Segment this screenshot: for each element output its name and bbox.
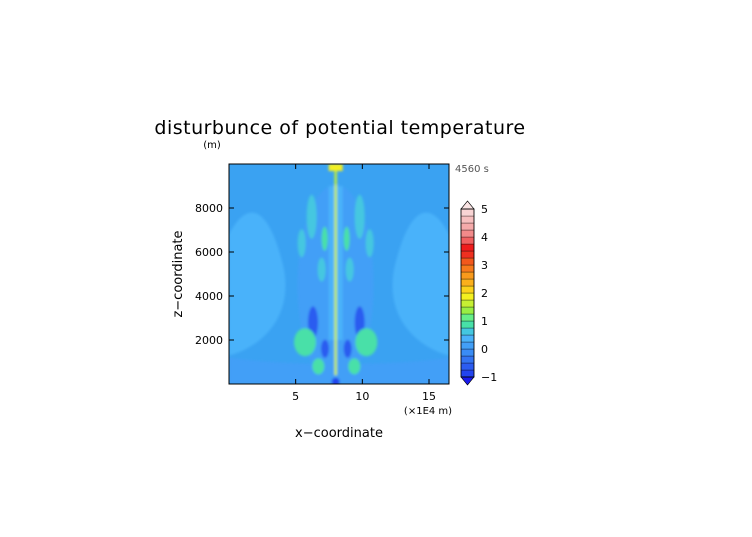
plot-frame: [228, 163, 450, 385]
field-warm-blob-right: [355, 328, 378, 357]
colorbar-tick-label: 2: [481, 287, 488, 300]
field-warm-blob-left: [294, 328, 316, 357]
colorbar-swatch: [460, 264, 475, 273]
colorbar: −1 0 1 2 3 4 5: [460, 200, 497, 386]
y-tick-label: 8000: [195, 202, 223, 215]
x-axis-label: x−coordinate: [295, 426, 383, 441]
plot-area: [229, 164, 449, 384]
colorbar-swatch: [460, 215, 475, 224]
colorbar-swatch: [460, 320, 475, 329]
x-tick-label: 10: [355, 390, 369, 403]
chart-title: disturbunce of potential temperature: [154, 117, 525, 139]
field-warm-streak-right: [343, 226, 350, 251]
colorbar-swatch: [460, 369, 475, 378]
field-envelope-left: [229, 212, 286, 356]
colorbar-tick-label: 4: [481, 231, 488, 244]
colorbar-swatch: [460, 299, 475, 308]
colorbar-tick-label: 0: [481, 343, 488, 356]
field-plume-top: [328, 164, 343, 171]
x-ticks: 5 10 15: [292, 164, 436, 403]
field-envelope-right: [392, 212, 449, 356]
colorbar-swatch: [460, 362, 475, 371]
colorbar-swatch: [460, 334, 475, 343]
colorbar-swatch: [460, 229, 475, 238]
colorbar-swatch: [460, 257, 475, 266]
field-lobe: [345, 257, 354, 282]
colorbar-tick-label: 1: [481, 315, 488, 328]
y-axis-label: z−coordinate: [171, 230, 186, 317]
y-unit-label: (m): [203, 140, 221, 151]
colorbar-frame: [460, 208, 475, 378]
colorbar-swatch: [460, 243, 475, 252]
field-lobe: [354, 194, 365, 239]
colorbar-swatch: [460, 313, 475, 322]
field-lobe: [306, 194, 317, 239]
colorbar-swatch: [460, 327, 475, 336]
colorbar-swatch: [460, 341, 475, 350]
colorbar-swatch: [460, 306, 475, 315]
field-bottom-source: [331, 377, 340, 384]
field-lobe: [365, 229, 374, 258]
field-lobe: [317, 257, 326, 282]
colorbar-swatch: [460, 271, 475, 280]
x-tick-label: 5: [292, 390, 299, 403]
x-unit-label: (×1E4 m): [404, 406, 452, 417]
colorbar-swatch: [460, 355, 475, 364]
colorbar-swatch: [460, 348, 475, 357]
field-shapes: [229, 164, 449, 384]
colorbar-swatch: [460, 250, 475, 259]
colorbar-swatch: [460, 292, 475, 301]
y-tick-label: 4000: [195, 290, 223, 303]
field-warm-blob-low-left: [312, 358, 325, 375]
colorbar-tick-label: 3: [481, 259, 488, 272]
y-tick-label: 2000: [195, 334, 223, 347]
time-label: 4560 s: [455, 164, 489, 175]
colorbar-swatch: [460, 222, 475, 231]
field-plume-line: [334, 168, 337, 376]
field-cold-blob-inner-left: [321, 339, 329, 358]
colorbar-tick-label: 5: [481, 203, 488, 216]
colorbar-over-triangle: [460, 200, 475, 210]
colorbar-swatch: [460, 236, 475, 245]
colorbar-under-triangle: [460, 376, 475, 386]
colorbar-tick-label: −1: [481, 371, 497, 384]
y-tick-label: 6000: [195, 246, 223, 259]
field-cold-blob-inner-right: [343, 339, 352, 358]
x-tick-label: 15: [422, 390, 436, 403]
field-warm-streak-left: [321, 226, 328, 251]
colorbar-swatch: [460, 278, 475, 287]
colorbar-swatch: [460, 208, 475, 217]
field-warm-blob-low-right: [348, 358, 361, 375]
field-lobe: [297, 229, 306, 258]
colorbar-swatch: [460, 285, 475, 294]
y-ticks: 2000 4000 6000 8000: [195, 202, 449, 347]
